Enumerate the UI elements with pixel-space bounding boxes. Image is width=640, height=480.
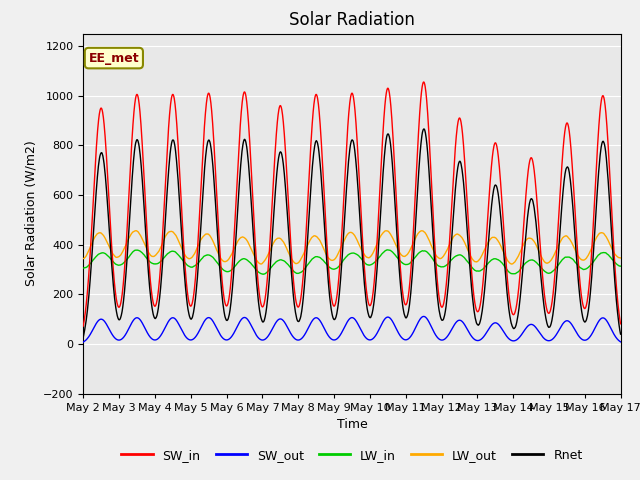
Legend: SW_in, SW_out, LW_in, LW_out, Rnet: SW_in, SW_out, LW_in, LW_out, Rnet xyxy=(116,444,588,467)
Title: Solar Radiation: Solar Radiation xyxy=(289,11,415,29)
X-axis label: Time: Time xyxy=(337,418,367,431)
Y-axis label: Solar Radiation (W/m2): Solar Radiation (W/m2) xyxy=(24,141,37,287)
Text: EE_met: EE_met xyxy=(88,51,140,65)
